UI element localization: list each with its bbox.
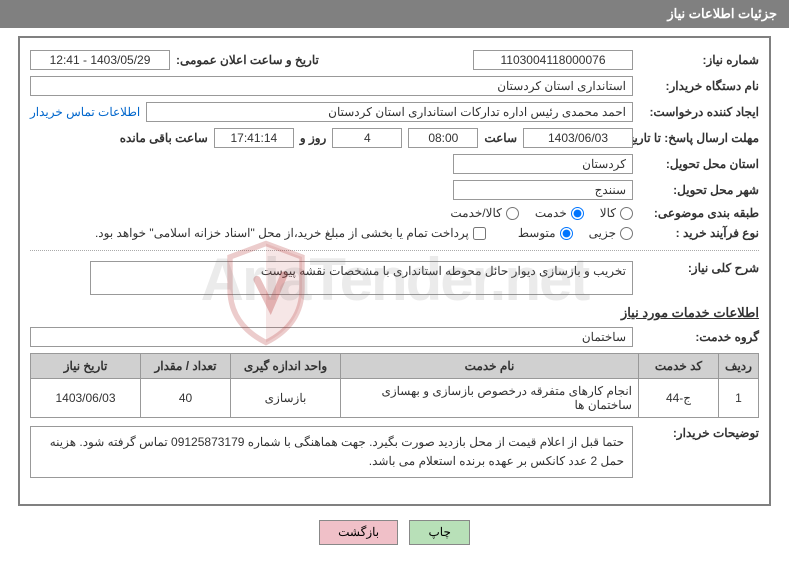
services-table: ردیف کد خدمت نام خدمت واحد اندازه گیری ت… xyxy=(30,353,759,418)
proc-medium-radio[interactable] xyxy=(560,227,573,240)
category-label: طبقه بندی موضوعی: xyxy=(639,206,759,220)
print-button[interactable]: چاپ xyxy=(409,520,469,545)
cat-both-text: کالا/خدمت xyxy=(450,206,501,220)
cat-goods-text: کالا xyxy=(600,206,616,220)
th-unit: واحد اندازه گیری xyxy=(231,354,341,379)
buyer-org-field: استانداری استان کردستان xyxy=(30,76,633,96)
deadline-date-field: 1403/06/03 xyxy=(523,128,633,148)
city-field: سنندج xyxy=(453,180,633,200)
summary-field: تخریب و بازسازی دیوار حائل محوطه استاندا… xyxy=(90,261,633,295)
cell-date: 1403/06/03 xyxy=(31,379,141,418)
province-field: کردستان xyxy=(453,154,633,174)
proc-medium-text: متوسط xyxy=(518,226,556,240)
cell-qty: 40 xyxy=(141,379,231,418)
proc-small-option[interactable]: جزیی xyxy=(589,226,633,240)
need-number-field: 1103004118000076 xyxy=(473,50,633,70)
time-label: ساعت xyxy=(484,131,517,145)
proc-medium-option[interactable]: متوسط xyxy=(518,226,573,240)
payment-checkbox[interactable] xyxy=(473,227,486,240)
group-label: گروه خدمت: xyxy=(639,330,759,344)
category-radio-group: کالا خدمت کالا/خدمت xyxy=(450,206,633,220)
announce-label: تاریخ و ساعت اعلان عمومی: xyxy=(176,53,319,67)
buyer-org-label: نام دستگاه خریدار: xyxy=(639,79,759,93)
cell-row: 1 xyxy=(719,379,759,418)
cell-code: ج-44 xyxy=(639,379,719,418)
cat-service-radio[interactable] xyxy=(571,207,584,220)
th-qty: تعداد / مقدار xyxy=(141,354,231,379)
cat-goods-option[interactable]: کالا xyxy=(600,206,633,220)
deadline-label: مهلت ارسال پاسخ: تا تاریخ: xyxy=(639,131,759,145)
divider-1 xyxy=(30,250,759,251)
page-header: جزئیات اطلاعات نیاز xyxy=(0,0,789,28)
buyer-notes-field: حتما قبل از اعلام قیمت از محل بازدید صور… xyxy=(30,426,633,478)
table-header-row: ردیف کد خدمت نام خدمت واحد اندازه گیری ت… xyxy=(31,354,759,379)
back-button[interactable]: بازگشت xyxy=(319,520,398,545)
process-radio-group: جزیی متوسط xyxy=(518,226,633,240)
time-remain-label: ساعت باقی مانده xyxy=(120,131,208,145)
cell-name: انجام کارهای متفرقه درخصوص بازسازی و بهس… xyxy=(341,379,639,418)
cat-service-option[interactable]: خدمت xyxy=(535,206,584,220)
th-name: نام خدمت xyxy=(341,354,639,379)
cat-service-text: خدمت xyxy=(535,206,567,220)
proc-small-text: جزیی xyxy=(589,226,616,240)
requester-field: احمد محمدی رئیس اداره تدارکات استانداری … xyxy=(146,102,633,122)
cell-unit: بازسازی xyxy=(231,379,341,418)
time-left-field: 17:41:14 xyxy=(214,128,294,148)
requester-label: ایجاد کننده درخواست: xyxy=(639,105,759,119)
payment-note-text: پرداخت تمام یا بخشی از مبلغ خرید،از محل … xyxy=(95,226,469,240)
services-section-title: اطلاعات خدمات مورد نیاز xyxy=(30,305,759,321)
cat-goods-radio[interactable] xyxy=(620,207,633,220)
table-row: 1 ج-44 انجام کارهای متفرقه درخصوص بازساز… xyxy=(31,379,759,418)
cat-both-option[interactable]: کالا/خدمت xyxy=(450,206,518,220)
group-field: ساختمان xyxy=(30,327,633,347)
action-buttons: چاپ بازگشت xyxy=(0,520,789,545)
announce-field: 1403/05/29 - 12:41 xyxy=(30,50,170,70)
process-label: نوع فرآیند خرید : xyxy=(639,226,759,240)
cat-both-radio[interactable] xyxy=(506,207,519,220)
deadline-time-field: 08:00 xyxy=(408,128,478,148)
province-label: استان محل تحویل: xyxy=(639,157,759,171)
buyer-contact-link[interactable]: اطلاعات تماس خریدار xyxy=(30,105,140,119)
th-row: ردیف xyxy=(719,354,759,379)
th-date: تاریخ نیاز xyxy=(31,354,141,379)
payment-checkbox-wrap[interactable]: پرداخت تمام یا بخشی از مبلغ خرید،از محل … xyxy=(95,226,486,240)
summary-label: شرح کلی نیاز: xyxy=(639,261,759,275)
city-label: شهر محل تحویل: xyxy=(639,183,759,197)
buyer-notes-label: توضیحات خریدار: xyxy=(639,426,759,440)
days-and-label: روز و xyxy=(300,131,327,145)
th-code: کد خدمت xyxy=(639,354,719,379)
main-form-frame: شماره نیاز: 1103004118000076 تاریخ و ساع… xyxy=(18,36,771,506)
days-left-field: 4 xyxy=(332,128,402,148)
need-number-label: شماره نیاز: xyxy=(639,53,759,67)
proc-small-radio[interactable] xyxy=(620,227,633,240)
